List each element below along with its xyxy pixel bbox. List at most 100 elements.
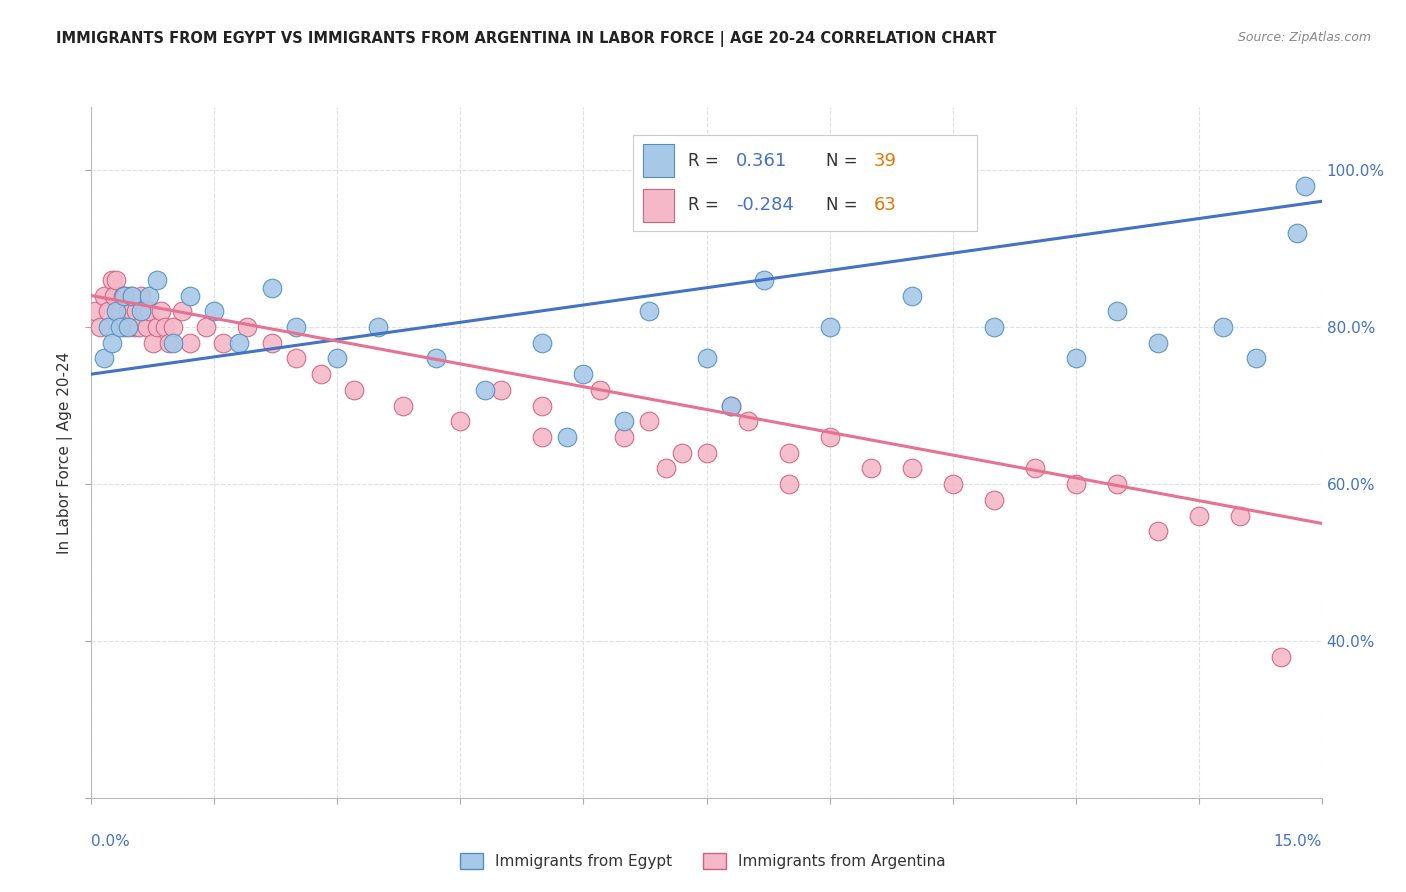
Point — [531, 430, 554, 444]
Point — [285, 320, 308, 334]
Point — [326, 351, 349, 366]
Point — [157, 335, 180, 350]
Text: 0.0%: 0.0% — [91, 834, 131, 848]
Point — [162, 320, 184, 334]
Point — [449, 414, 471, 428]
Point — [202, 304, 225, 318]
Point — [425, 351, 447, 366]
Point — [695, 351, 717, 366]
Point — [778, 477, 800, 491]
Point — [638, 414, 661, 428]
Point — [638, 304, 661, 318]
Point — [1294, 178, 1316, 193]
Point — [1270, 649, 1292, 664]
Point — [146, 273, 169, 287]
Point — [285, 351, 308, 366]
Point — [589, 383, 612, 397]
Point — [474, 383, 496, 397]
Y-axis label: In Labor Force | Age 20-24: In Labor Force | Age 20-24 — [56, 351, 73, 554]
Point — [1146, 335, 1168, 350]
Point — [1229, 508, 1251, 523]
Point — [134, 304, 156, 318]
Point — [531, 335, 554, 350]
Point — [900, 461, 922, 475]
Point — [555, 430, 578, 444]
Point — [121, 288, 143, 302]
Point — [818, 320, 841, 334]
Point — [1024, 461, 1046, 475]
Point — [195, 320, 218, 334]
Point — [105, 273, 127, 287]
Point — [138, 304, 160, 318]
Point — [129, 288, 152, 302]
Point — [93, 351, 115, 366]
Point — [97, 320, 120, 334]
Point — [112, 288, 135, 302]
Point — [900, 288, 922, 302]
Point — [260, 281, 283, 295]
Legend: Immigrants from Egypt, Immigrants from Argentina: Immigrants from Egypt, Immigrants from A… — [454, 847, 952, 875]
Point — [121, 304, 143, 318]
Point — [117, 304, 139, 318]
Point — [1064, 351, 1087, 366]
Point — [367, 320, 389, 334]
Point — [1146, 524, 1168, 539]
Point — [122, 320, 145, 334]
Point — [671, 446, 693, 460]
Point — [720, 399, 742, 413]
Point — [146, 320, 169, 334]
Point — [103, 288, 125, 302]
Point — [392, 399, 415, 413]
Point — [654, 461, 676, 475]
Point — [125, 304, 148, 318]
Point — [153, 320, 177, 334]
Point — [531, 399, 554, 413]
Point — [309, 367, 332, 381]
Text: 15.0%: 15.0% — [1274, 834, 1322, 848]
Point — [108, 320, 131, 334]
Point — [613, 414, 636, 428]
Text: IMMIGRANTS FROM EGYPT VS IMMIGRANTS FROM ARGENTINA IN LABOR FORCE | AGE 20-24 CO: IMMIGRANTS FROM EGYPT VS IMMIGRANTS FROM… — [56, 31, 997, 47]
Point — [1064, 477, 1087, 491]
Point — [105, 304, 127, 318]
Point — [859, 461, 882, 475]
Point — [136, 320, 159, 334]
Point — [114, 288, 138, 302]
Point — [128, 320, 150, 334]
Point — [983, 320, 1005, 334]
Point — [778, 446, 800, 460]
Point — [142, 335, 165, 350]
Point — [1187, 508, 1209, 523]
Point — [112, 320, 135, 334]
Point — [1244, 351, 1267, 366]
Point — [101, 273, 124, 287]
Point — [120, 288, 142, 302]
Point — [170, 304, 193, 318]
Point — [129, 304, 152, 318]
Point — [117, 320, 139, 334]
Point — [93, 288, 115, 302]
Point — [695, 446, 717, 460]
Point — [108, 304, 131, 318]
Point — [138, 288, 160, 302]
Point — [983, 492, 1005, 507]
Point — [162, 335, 184, 350]
Point — [720, 399, 742, 413]
Point — [752, 273, 775, 287]
Point — [101, 335, 124, 350]
Point — [818, 430, 841, 444]
Point — [84, 304, 107, 318]
Point — [491, 383, 513, 397]
Point — [572, 367, 595, 381]
Point — [1105, 477, 1128, 491]
Point — [613, 430, 636, 444]
Point — [1212, 320, 1234, 334]
Text: Source: ZipAtlas.com: Source: ZipAtlas.com — [1237, 31, 1371, 45]
Point — [343, 383, 366, 397]
Point — [211, 335, 233, 350]
Point — [179, 335, 201, 350]
Point — [236, 320, 259, 334]
Point — [1285, 226, 1308, 240]
Point — [111, 288, 134, 302]
Point — [1105, 304, 1128, 318]
